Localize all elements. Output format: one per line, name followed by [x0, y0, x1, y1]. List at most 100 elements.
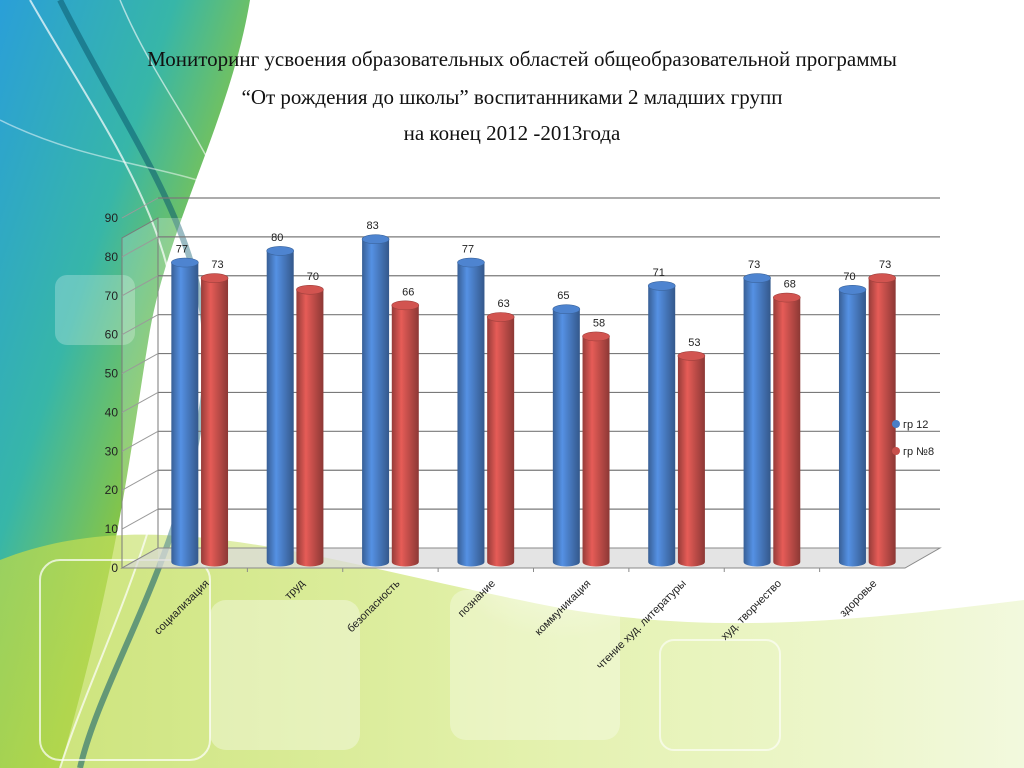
- legend-marker: [892, 420, 900, 428]
- y-tick-label: 20: [105, 483, 119, 497]
- bar: [647, 281, 676, 567]
- chart-title-line-3: на конец 2012 -2013года: [403, 121, 621, 145]
- data-label: 63: [498, 298, 510, 310]
- bar-body: [266, 250, 294, 567]
- gridline-side: [121, 197, 159, 219]
- bar: [582, 331, 610, 567]
- bar-body: [457, 262, 485, 567]
- plot-side-wall: [121, 217, 159, 569]
- gridline-side: [121, 236, 159, 258]
- bar: [838, 284, 867, 567]
- bar-body: [743, 278, 771, 567]
- y-tick-label: 70: [105, 289, 119, 303]
- bar-top: [772, 292, 801, 303]
- bar-top: [677, 351, 706, 361]
- bar-body: [362, 239, 390, 567]
- bar-body: [582, 336, 610, 567]
- gridline-side: [121, 353, 159, 374]
- bar-top: [868, 273, 896, 283]
- bar: [457, 257, 485, 567]
- data-label: 71: [653, 267, 665, 279]
- bar: [677, 351, 706, 567]
- bar-body: [171, 262, 199, 567]
- data-label: 58: [593, 317, 605, 329]
- bar: [296, 284, 324, 567]
- gridline-side: [121, 275, 159, 297]
- bar: [200, 273, 229, 567]
- gridline-side: [121, 508, 159, 530]
- y-tick-label: 80: [105, 250, 119, 264]
- bar-body: [296, 289, 324, 567]
- data-label: 68: [784, 279, 796, 291]
- bar-body: [773, 297, 801, 567]
- bar: [743, 273, 771, 567]
- bar-body: [838, 289, 866, 567]
- data-label: 83: [366, 220, 378, 232]
- bar-top: [647, 281, 676, 291]
- y-tick-label: 10: [105, 522, 119, 536]
- chart-title-line-2: “От рождения до школы” воспитанниками 2 …: [241, 85, 783, 109]
- bar-top: [486, 312, 515, 322]
- bar: [171, 257, 199, 567]
- y-tick-label: 50: [105, 367, 119, 381]
- y-tick-label: 30: [105, 444, 119, 458]
- bar-body: [648, 285, 676, 567]
- chart-title-line-1: Мониторинг усвоения образовательных обла…: [147, 47, 897, 71]
- bar-top: [582, 331, 610, 342]
- bar-top: [457, 257, 485, 268]
- data-label: 70: [307, 271, 319, 283]
- y-tick-label: 60: [105, 328, 119, 342]
- bar-top: [361, 234, 390, 245]
- x-category-label: коммуникация: [533, 578, 594, 639]
- data-label: 53: [688, 337, 700, 349]
- x-category-label: познание: [456, 578, 498, 620]
- gridline-side: [121, 469, 159, 491]
- bar-body: [552, 309, 580, 567]
- x-category-label: труд: [283, 577, 308, 602]
- bar-top: [266, 246, 295, 256]
- bar: [361, 234, 390, 567]
- bar: [868, 273, 896, 567]
- gridline-side: [121, 392, 159, 413]
- bar-body: [391, 305, 419, 567]
- x-category-label: безопасность: [345, 577, 403, 635]
- bar-top: [743, 273, 771, 283]
- bar: [772, 292, 801, 567]
- bar: [391, 300, 420, 567]
- data-label: 77: [462, 244, 474, 256]
- x-category-label: чтение худ. литературы: [594, 578, 688, 672]
- bar-body: [487, 317, 515, 567]
- legend-label: гр 12: [903, 419, 928, 431]
- bar-top: [391, 300, 420, 311]
- bar-top: [552, 304, 581, 315]
- data-label: 73: [211, 259, 223, 271]
- x-category-label: здоровье: [838, 578, 880, 620]
- gridline-side: [121, 314, 159, 336]
- data-label: 70: [843, 271, 855, 283]
- legend-marker: [892, 447, 900, 455]
- y-tick-label: 90: [105, 211, 119, 225]
- data-label: 80: [271, 232, 283, 244]
- bar: [486, 312, 515, 567]
- data-label: 73: [879, 259, 891, 271]
- bar: [552, 304, 581, 567]
- data-label: 65: [557, 290, 569, 302]
- data-label: 77: [176, 244, 188, 256]
- bar-body: [868, 278, 896, 567]
- bar: [266, 246, 295, 567]
- legend-label: гр №8: [903, 446, 934, 458]
- bar-body: [677, 355, 705, 567]
- gridline-side: [121, 430, 159, 452]
- y-tick-label: 0: [111, 561, 118, 575]
- bar-top: [838, 284, 867, 295]
- x-category-label: худ. творчество: [719, 578, 784, 643]
- data-label: 66: [402, 286, 414, 298]
- plot-floor: [120, 547, 942, 569]
- bar-top: [296, 284, 324, 295]
- data-label: 73: [748, 259, 760, 271]
- x-category-label: социализация: [152, 578, 212, 638]
- bar-top: [171, 257, 199, 268]
- bar-body: [201, 278, 229, 567]
- y-tick-label: 40: [105, 405, 119, 419]
